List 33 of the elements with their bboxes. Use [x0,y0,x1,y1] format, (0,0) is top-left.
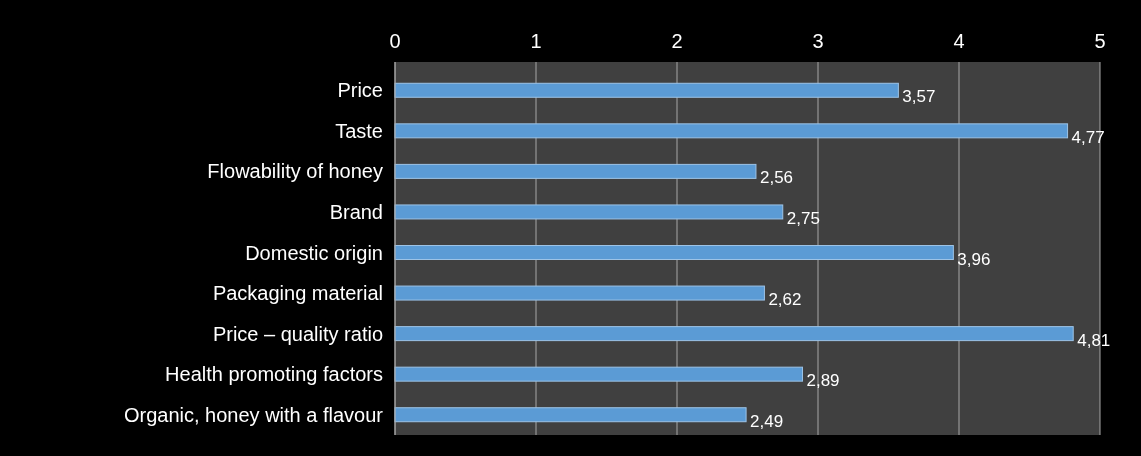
y-tick-label: Price [337,79,383,102]
bar [394,82,899,98]
bar [394,245,954,260]
data-label: 2,56 [759,168,794,188]
x-tick-label: 5 [1094,30,1106,52]
bar [394,326,1074,342]
x-tick-label: 4 [953,30,965,52]
bar [394,123,1069,139]
data-label: 3,96 [957,249,991,269]
x-tick-label: 2 [671,30,683,52]
y-tick-label: Health promoting factors [165,363,383,386]
data-label: 2,62 [768,290,802,310]
x-tick-label: 3 [812,30,824,52]
y-tick-label: Flowability of honey [207,160,383,183]
x-tick-label: 0 [389,30,401,52]
bar [394,366,803,382]
y-tick-label: Taste [335,119,383,142]
y-tick-label: Brand [329,200,383,223]
data-label: 4,77 [1071,127,1105,147]
bar [394,285,765,301]
y-tick-label: Organic, honey with a flavour [123,403,384,426]
y-tick-label: Price – quality ratio [212,322,383,345]
bar [394,407,747,423]
data-label: 2,49 [750,411,784,431]
y-tick-label: Domestic origin [245,241,383,264]
x-tick-label: 1 [530,30,542,52]
data-label: 2,89 [806,371,840,391]
bar [394,163,757,179]
y-tick-label: Packaging material [212,282,383,305]
data-label: 4,81 [1077,330,1111,350]
data-label: 3,57 [902,87,936,107]
data-label: 2,75 [786,208,820,228]
bar [394,204,784,220]
